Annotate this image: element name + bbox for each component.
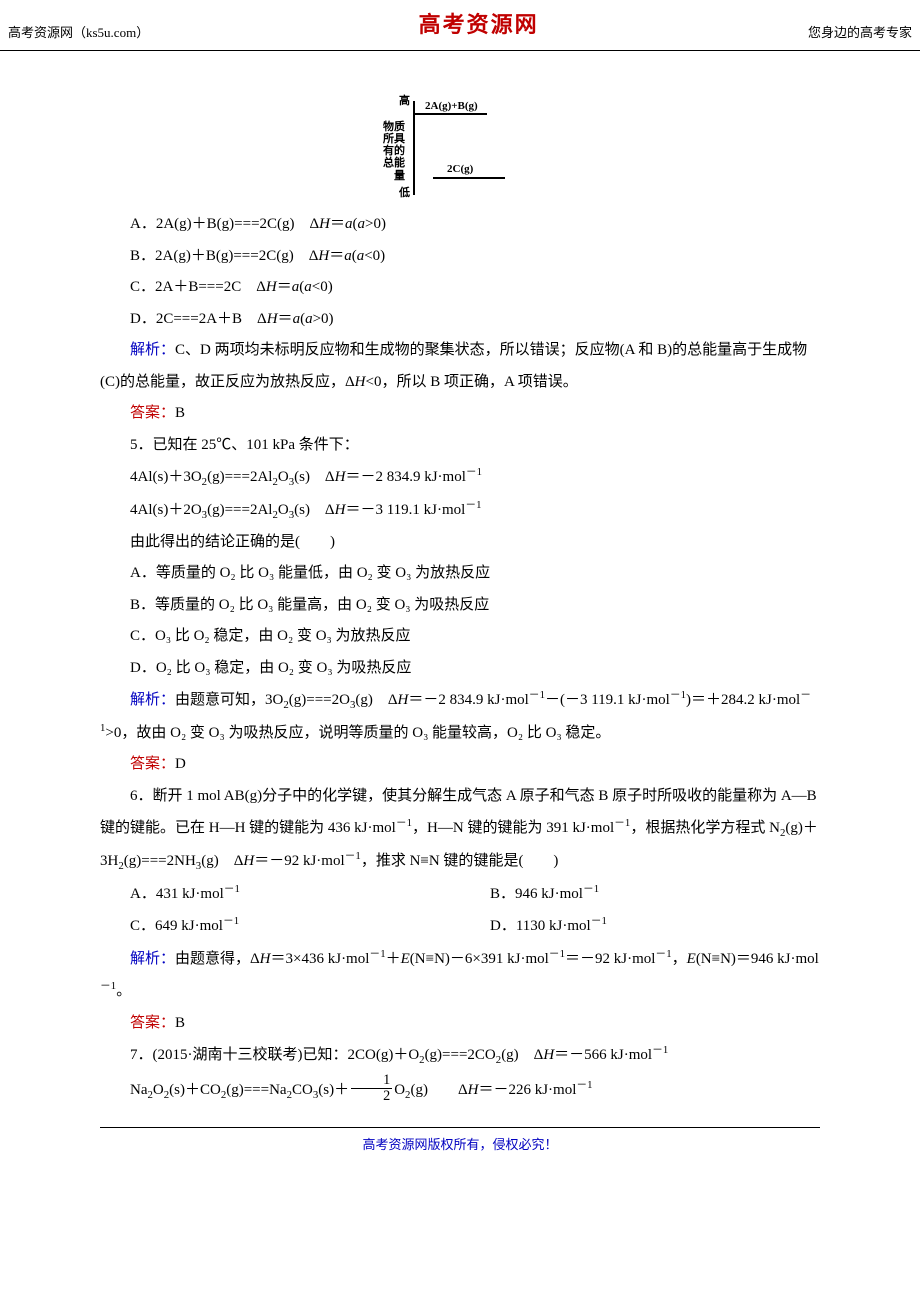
q6-option-a: A．431 kJ·mol－1 <box>100 878 460 911</box>
diagram-y-label: 物质所具有的总能量 <box>379 121 405 181</box>
q4-answer: 答案：B <box>100 398 820 430</box>
diagram-level-high <box>415 113 487 115</box>
fraction-half: 12 <box>351 1073 392 1104</box>
page-footer: 高考资源网版权所有，侵权必究！ <box>100 1127 820 1158</box>
header-right: 您身边的高考专家 <box>808 19 912 46</box>
q6-option-c: C．649 kJ·mol－1 <box>100 910 460 943</box>
q6-option-b: B．946 kJ·mol－1 <box>460 878 820 911</box>
q4-option-c: C．2A＋B===2C ΔH＝a(a<0) <box>100 272 820 304</box>
q4-option-d: D．2C===2A＋B ΔH＝a(a>0) <box>100 304 820 336</box>
page-body: 高 物质所具有的总能量 2A(g)+B(g) 2C(g) 低 A．2A(g)＋B… <box>0 65 920 1178</box>
q4-option-a: A．2A(g)＋B(g)===2C(g) ΔH＝a(a>0) <box>100 209 820 241</box>
q5-conclusion: 由此得出的结论正确的是( ) <box>100 527 820 559</box>
q5-answer: 答案：D <box>100 749 820 781</box>
q6-answer: 答案：B <box>100 1008 820 1040</box>
q5-option-b: B．等质量的 O₂ 比 O₃ 能量高，由 O₂ 变 O₃ 为吸热反应 <box>100 590 820 622</box>
diagram-axis <box>413 101 415 195</box>
q6-explanation: 解析：由题意得，ΔH＝3×436 kJ·mol－1＋E(N≡N)－6×391 k… <box>100 943 820 1008</box>
q4-option-b: B．2A(g)＋B(g)===2C(g) ΔH＝a(a<0) <box>100 241 820 273</box>
q6-stem: 6．断开 1 mol AB(g)分子中的化学键，使其分解生成气态 A 原子和气态… <box>100 781 820 878</box>
diagram-level-high-text: 2A(g)+B(g) <box>425 100 478 112</box>
diagram-level-low <box>433 177 505 179</box>
q4-explanation: 解析：C、D 两项均未标明反应物和生成物的聚集状态，所以错误；反应物(A 和 B… <box>100 335 820 398</box>
page-header: 高考资源网（ks5u.com） 高考资源网 您身边的高考专家 <box>0 0 920 51</box>
header-logo: 高考资源网 <box>419 2 539 48</box>
q5-eq1: 4Al(s)＋3O2(g)===2Al2O3(s) ΔH＝－2 834.9 kJ… <box>100 461 820 494</box>
q5-eq2: 4Al(s)＋2O3(g)===2Al2O3(s) ΔH＝－3 119.1 kJ… <box>100 494 820 527</box>
q5-option-d: D．O₂ 比 O₃ 稳定，由 O₂ 变 O₃ 为吸热反应 <box>100 653 820 685</box>
energy-diagram: 高 物质所具有的总能量 2A(g)+B(g) 2C(g) 低 <box>100 99 820 199</box>
q5-option-a: A．等质量的 O₂ 比 O₃ 能量低，由 O₂ 变 O₃ 为放热反应 <box>100 558 820 590</box>
q5-explanation: 解析：由题意可知，3O2(g)===2O3(g) ΔH＝－2 834.9 kJ·… <box>100 684 820 749</box>
q5-option-c: C．O₃ 比 O₂ 稳定，由 O₂ 变 O₃ 为放热反应 <box>100 621 820 653</box>
header-left: 高考资源网（ks5u.com） <box>8 19 149 46</box>
q5-stem: 5．已知在 25℃、101 kPa 条件下： <box>100 430 820 462</box>
q7-eq2: Na2O2(s)＋CO2(g)===Na2CO3(s)＋12O2(g) ΔH＝－… <box>100 1072 820 1109</box>
q7-stem: 7．(2015·湖南十三校联考)已知：2CO(g)＋O2(g)===2CO2(g… <box>100 1039 820 1072</box>
diagram-level-low-text: 2C(g) <box>447 163 473 175</box>
q6-option-d: D．1130 kJ·mol－1 <box>460 910 820 943</box>
diagram-bottom-label: 低 <box>399 187 410 199</box>
diagram-top-label: 高 <box>399 95 410 107</box>
